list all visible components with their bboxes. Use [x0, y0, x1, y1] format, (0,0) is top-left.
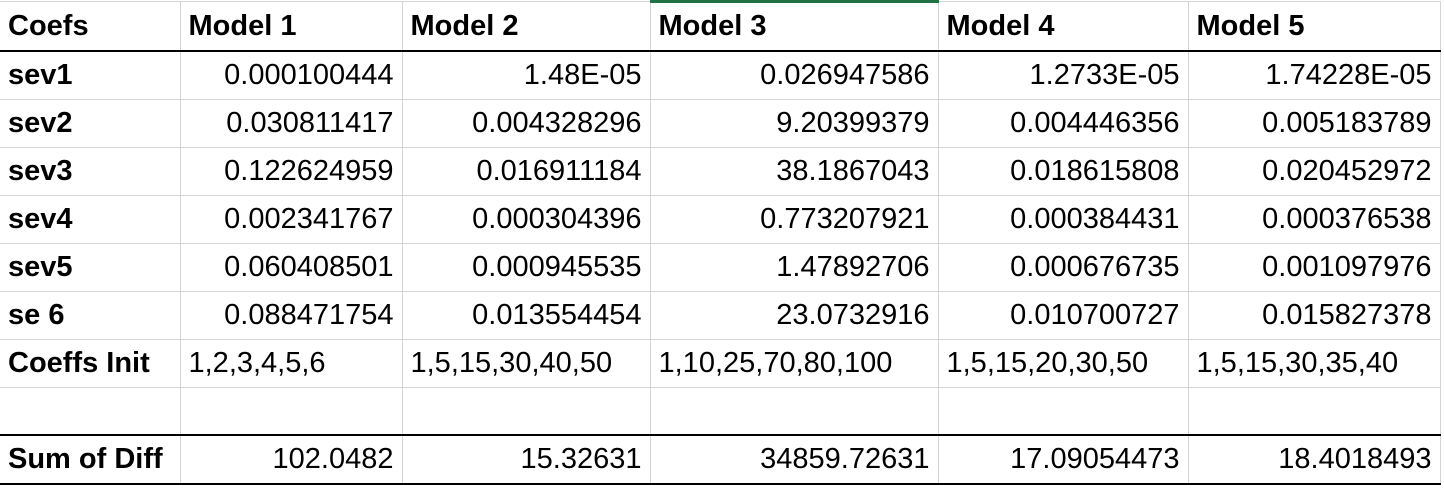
coeffs-init-row: Coeffs Init 1,2,3,4,5,6 1,5,15,30,40,50 … — [0, 339, 1441, 388]
table-row: sev1 0.000100444 1.48E-05 0.026947586 1.… — [0, 51, 1441, 100]
header-cell-model-4[interactable]: Model 4 — [938, 1, 1189, 52]
header-cell-model-1[interactable]: Model 1 — [180, 1, 403, 52]
row-label-cell[interactable]: sev4 — [0, 195, 181, 244]
value-cell[interactable]: 0.002341767 — [180, 195, 403, 244]
header-cell-coefs[interactable]: Coefs — [0, 1, 181, 52]
row-label-cell[interactable]: sev5 — [0, 243, 181, 292]
table-row: sev5 0.060408501 0.000945535 1.47892706 … — [0, 243, 1441, 292]
row-label-cell[interactable]: sev1 — [0, 51, 181, 100]
value-cell[interactable]: 0.000304396 — [402, 195, 651, 244]
empty-cell[interactable] — [402, 387, 651, 435]
table-row: se 6 0.088471754 0.013554454 23.0732916 … — [0, 291, 1441, 340]
sum-of-diff-row: Sum of Diff 102.0482 15.32631 34859.7263… — [0, 433, 1441, 485]
empty-cell[interactable] — [180, 387, 403, 435]
value-cell[interactable]: 0.020452972 — [1188, 147, 1441, 196]
value-cell[interactable]: 1.74228E-05 — [1188, 51, 1441, 100]
value-cell[interactable]: 0.026947586 — [650, 51, 939, 100]
value-cell[interactable]: 0.000945535 — [402, 243, 651, 292]
row-label-cell[interactable]: sev2 — [0, 99, 181, 148]
value-cell[interactable]: 0.004446356 — [938, 99, 1189, 148]
init-cell[interactable]: 1,5,15,30,40,50 — [402, 339, 651, 388]
value-cell[interactable]: 9.20399379 — [650, 99, 939, 148]
value-cell[interactable]: 0.000676735 — [938, 243, 1189, 292]
init-cell[interactable]: 1,5,15,30,35,40 — [1188, 339, 1441, 388]
row-label-cell[interactable]: Coeffs Init — [0, 339, 181, 388]
value-cell[interactable]: 0.030811417 — [180, 99, 403, 148]
header-row: Coefs Model 1 Model 2 Model 3 Model 4 Mo… — [0, 0, 1441, 52]
value-cell[interactable]: 1.48E-05 — [402, 51, 651, 100]
sum-cell[interactable]: 15.32631 — [402, 433, 651, 485]
value-cell[interactable]: 0.018615808 — [938, 147, 1189, 196]
value-cell[interactable]: 23.0732916 — [650, 291, 939, 340]
value-cell[interactable]: 0.773207921 — [650, 195, 939, 244]
empty-cell[interactable] — [938, 387, 1189, 435]
value-cell[interactable]: 0.001097976 — [1188, 243, 1441, 292]
empty-cell[interactable] — [1188, 387, 1441, 435]
value-cell[interactable]: 0.013554454 — [402, 291, 651, 340]
empty-row — [0, 387, 1441, 435]
value-cell[interactable]: 1.47892706 — [650, 243, 939, 292]
sum-cell[interactable]: 18.4018493 — [1188, 433, 1441, 485]
value-cell[interactable]: 0.015827378 — [1188, 291, 1441, 340]
empty-cell[interactable] — [650, 387, 939, 435]
value-cell[interactable]: 0.088471754 — [180, 291, 403, 340]
value-cell[interactable]: 0.016911184 — [402, 147, 651, 196]
value-cell[interactable]: 0.000100444 — [180, 51, 403, 100]
sum-cell[interactable]: 17.09054473 — [938, 433, 1189, 485]
header-cell-model-3[interactable]: Model 3 — [650, 0, 939, 52]
value-cell[interactable]: 0.060408501 — [180, 243, 403, 292]
header-cell-model-5[interactable]: Model 5 — [1188, 1, 1441, 52]
value-cell[interactable]: 0.010700727 — [938, 291, 1189, 340]
row-label-cell[interactable]: se 6 — [0, 291, 181, 340]
init-cell[interactable]: 1,5,15,20,30,50 — [938, 339, 1189, 388]
table-row: sev4 0.002341767 0.000304396 0.773207921… — [0, 195, 1441, 244]
value-cell[interactable]: 0.004328296 — [402, 99, 651, 148]
sum-cell[interactable]: 102.0482 — [180, 433, 403, 485]
header-cell-model-2[interactable]: Model 2 — [402, 1, 651, 52]
row-label-cell[interactable]: sev3 — [0, 147, 181, 196]
row-label-cell[interactable]: Sum of Diff — [0, 433, 181, 485]
table-row: sev2 0.030811417 0.004328296 9.20399379 … — [0, 99, 1441, 148]
value-cell[interactable]: 0.000376538 — [1188, 195, 1441, 244]
value-cell[interactable]: 1.2733E-05 — [938, 51, 1189, 100]
table-row: sev3 0.122624959 0.016911184 38.1867043 … — [0, 147, 1441, 196]
value-cell[interactable]: 0.005183789 — [1188, 99, 1441, 148]
init-cell[interactable]: 1,10,25,70,80,100 — [650, 339, 939, 388]
empty-cell[interactable] — [0, 387, 181, 435]
value-cell[interactable]: 0.000384431 — [938, 195, 1189, 244]
init-cell[interactable]: 1,2,3,4,5,6 — [180, 339, 403, 388]
sum-cell[interactable]: 34859.72631 — [650, 433, 939, 485]
value-cell[interactable]: 0.122624959 — [180, 147, 403, 196]
value-cell[interactable]: 38.1867043 — [650, 147, 939, 196]
